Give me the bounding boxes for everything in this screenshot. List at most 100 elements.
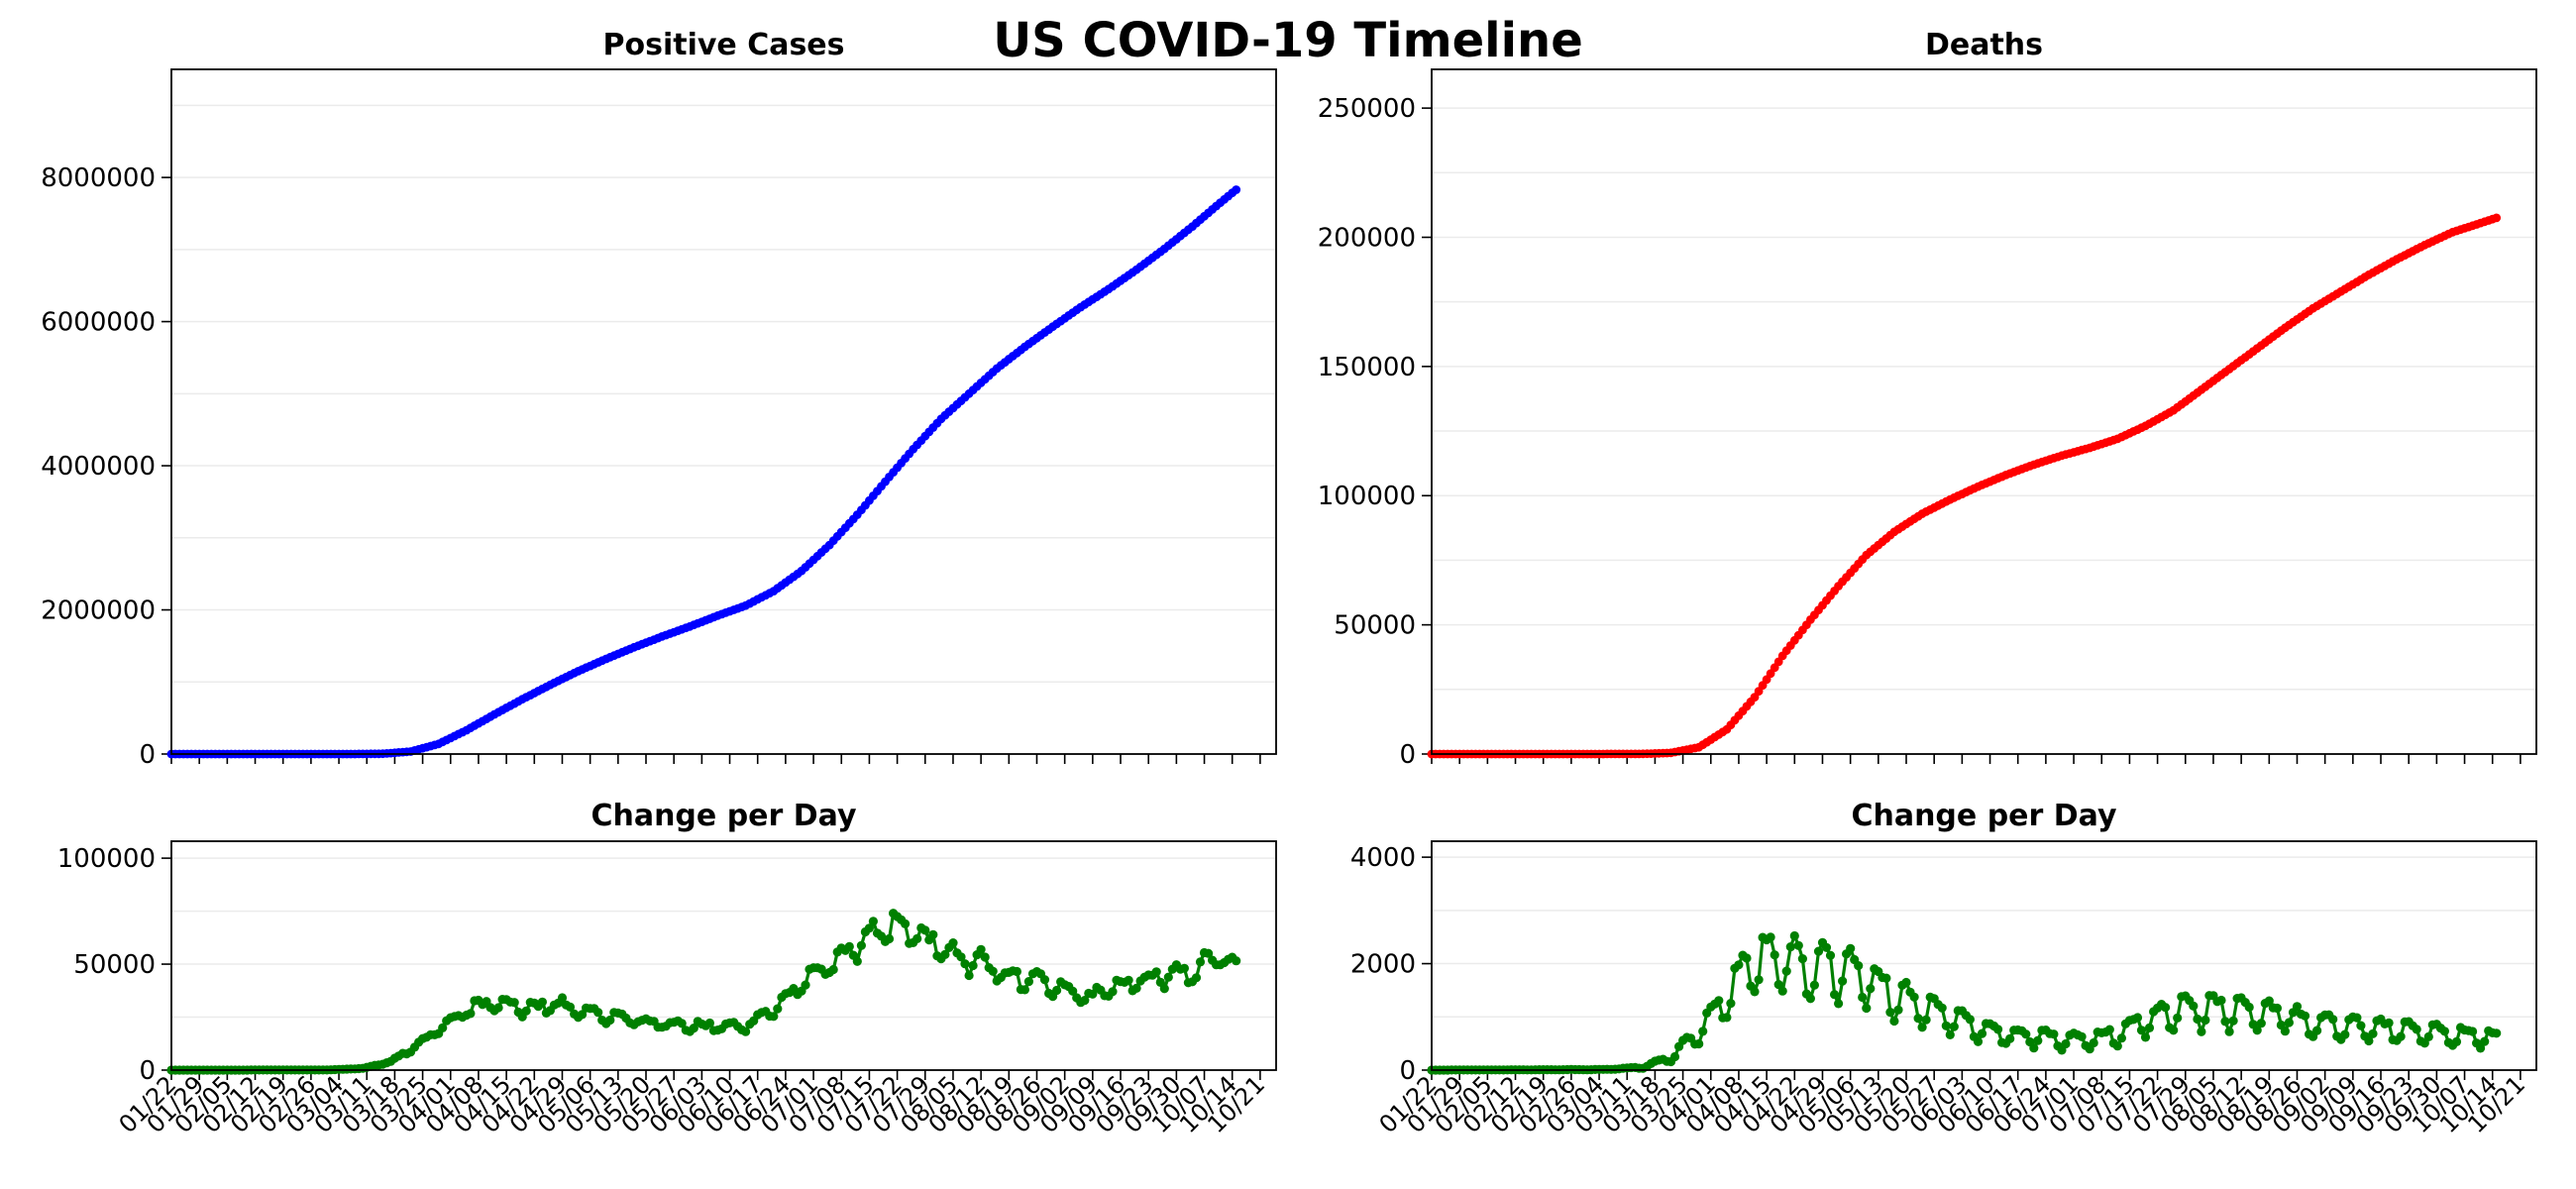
data-point (2089, 1037, 2098, 1048)
data-point (2200, 1015, 2210, 1026)
data-point (2112, 1041, 2122, 1051)
data-point (864, 923, 875, 933)
data-point (2033, 1035, 2043, 1045)
data-point (2439, 1027, 2449, 1036)
plots-container: Positive Cases02000000400000060000008000… (41, 28, 2537, 1138)
data-point (2189, 1001, 2199, 1011)
data-point (2216, 995, 2226, 1006)
data-point (2144, 1023, 2155, 1032)
data-point (2252, 1026, 2262, 1035)
data-point (1846, 943, 1856, 953)
data-point (988, 966, 998, 976)
data-point (1797, 954, 1807, 964)
data-point (2328, 1015, 2338, 1025)
data-point (509, 998, 519, 1008)
data-point (1805, 994, 1815, 1004)
data-point (2077, 1031, 2087, 1041)
data-point (1781, 966, 1791, 976)
data-point (1773, 980, 1783, 990)
data-point (1020, 985, 1029, 995)
data-point (565, 1002, 576, 1013)
data-point (1917, 1023, 1927, 1032)
data-point (1913, 1014, 1923, 1024)
data-point (1052, 985, 1062, 996)
data-point (1698, 1027, 1708, 1036)
data-point (2396, 1031, 2406, 1041)
data-point (2049, 1029, 2059, 1039)
data-point (1973, 1036, 1984, 1046)
data-point (2061, 1038, 2071, 1049)
data-point (2244, 1002, 2254, 1013)
data-point (1726, 999, 1736, 1009)
data-point (928, 929, 938, 939)
data-point (2132, 1013, 2143, 1023)
data-point (1694, 1038, 1704, 1049)
data-point (868, 917, 879, 926)
data-point (1159, 984, 1169, 994)
data-point (466, 1009, 476, 1019)
data-point (677, 1019, 687, 1028)
data-point (2300, 1011, 2310, 1021)
data-point (2292, 1002, 2303, 1012)
data-point (801, 980, 810, 990)
data-point (980, 952, 990, 962)
figure-title: US COVID-19 Timeline (993, 13, 1583, 68)
data-point (2136, 1026, 2147, 1035)
data-point (1023, 977, 1033, 987)
data-point (2284, 1018, 2294, 1027)
data-point (1108, 987, 1118, 997)
data-point (912, 933, 922, 944)
data-point (2220, 1017, 2230, 1027)
data-point (852, 956, 862, 966)
data-point (1722, 1013, 1732, 1023)
data-point (964, 970, 974, 981)
y-tick-label: 8000000 (41, 163, 156, 193)
data-point (2104, 1025, 2114, 1034)
data-point (1809, 980, 1819, 990)
data-point (2029, 1043, 2039, 1053)
chart-panel-deaths-change: Change per Day02000400001/2201/2902/0502… (1350, 799, 2537, 1138)
data-point (2480, 1036, 2490, 1046)
y-tick-label: 150000 (1318, 353, 1416, 382)
y-tick-label: 250000 (1318, 94, 1416, 124)
data-point (1789, 930, 1799, 941)
chart-title: Positive Cases (602, 28, 844, 62)
data-point (940, 949, 950, 960)
data-point (741, 1027, 751, 1036)
data-point (844, 941, 854, 952)
chart-panel-cases: Positive Cases 0 2000000 4000000 6000000 8000… (41, 28, 1277, 770)
data-point (1889, 1016, 1899, 1027)
data-point (2280, 1027, 2290, 1036)
data-point (493, 1003, 503, 1013)
y-tick-label: 4000 (1350, 843, 1416, 873)
data-point (438, 1023, 448, 1032)
data-point (856, 940, 867, 950)
data-point (976, 944, 986, 954)
series-line (171, 187, 1238, 757)
data-point (2116, 1033, 2126, 1043)
data-point (1834, 999, 1844, 1009)
data-point (2492, 213, 2502, 223)
data-point (689, 1024, 698, 1033)
data-point (956, 952, 966, 962)
data-point (1131, 983, 1141, 994)
data-point (1163, 972, 1173, 982)
data-point (1901, 977, 1911, 988)
data-point (1766, 932, 1775, 942)
data-point (2272, 1003, 2282, 1014)
data-point (537, 997, 548, 1007)
y-tick-label: 4000000 (41, 452, 156, 482)
data-point (2468, 1027, 2478, 1036)
data-point (1750, 987, 1760, 997)
data-point (2368, 1028, 2378, 1038)
data-point (1825, 950, 1836, 960)
data-point (1945, 1029, 1955, 1039)
data-point (1777, 986, 1787, 996)
data-point (1714, 996, 1724, 1006)
data-point (2140, 1032, 2151, 1042)
data-point (2264, 996, 2274, 1006)
y-tick-label: 50000 (1334, 611, 1416, 641)
data-point (901, 919, 911, 929)
data-point (2173, 1013, 2183, 1023)
data-point (2193, 1014, 2202, 1025)
